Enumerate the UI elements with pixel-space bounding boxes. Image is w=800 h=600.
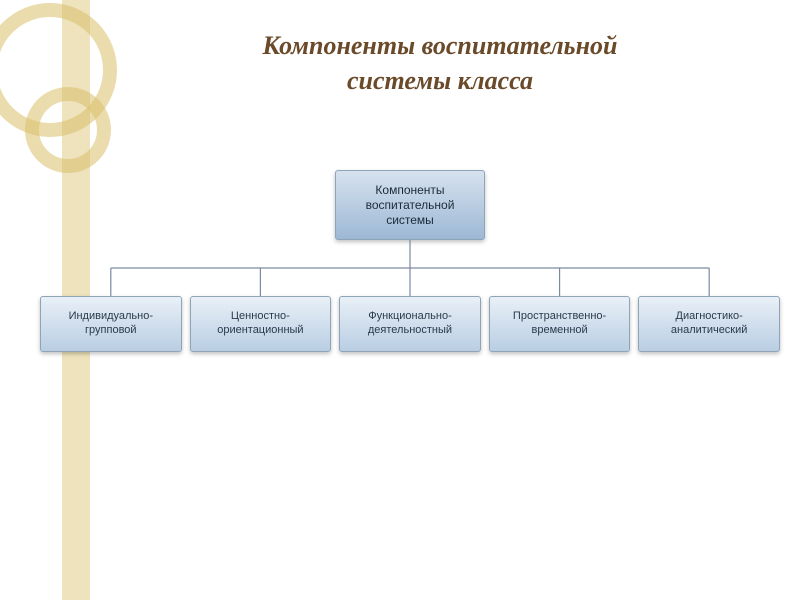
org-chart: Компоненты воспитательной системы Индиви… — [40, 170, 780, 352]
deco-circle-outer — [0, 10, 110, 130]
title-line-2: системы класса — [120, 63, 760, 98]
children-row: Индивидуально-групповой Ценностно-ориент… — [40, 296, 780, 352]
child-node-4: Диагностико-аналитический — [638, 296, 780, 352]
child-node-1: Ценностно-ориентационный — [190, 296, 332, 352]
child-label-3: Пространственно-временной — [498, 310, 622, 338]
child-label-2: Функционально-деятельностный — [348, 310, 472, 338]
child-label-4: Диагностико-аналитический — [647, 310, 771, 338]
child-node-2: Функционально-деятельностный — [339, 296, 481, 352]
child-node-0: Индивидуально-групповой — [40, 296, 182, 352]
deco-circle-inner — [32, 94, 104, 166]
child-label-0: Индивидуально-групповой — [49, 310, 173, 338]
child-node-3: Пространственно-временной — [489, 296, 631, 352]
title-line-1: Компоненты воспитательной — [120, 28, 760, 63]
root-label: Компоненты воспитательной системы — [344, 183, 476, 228]
child-label-1: Ценностно-ориентационный — [199, 310, 323, 338]
root-node: Компоненты воспитательной системы — [335, 170, 485, 240]
page-title: Компоненты воспитательной системы класса — [120, 28, 760, 98]
